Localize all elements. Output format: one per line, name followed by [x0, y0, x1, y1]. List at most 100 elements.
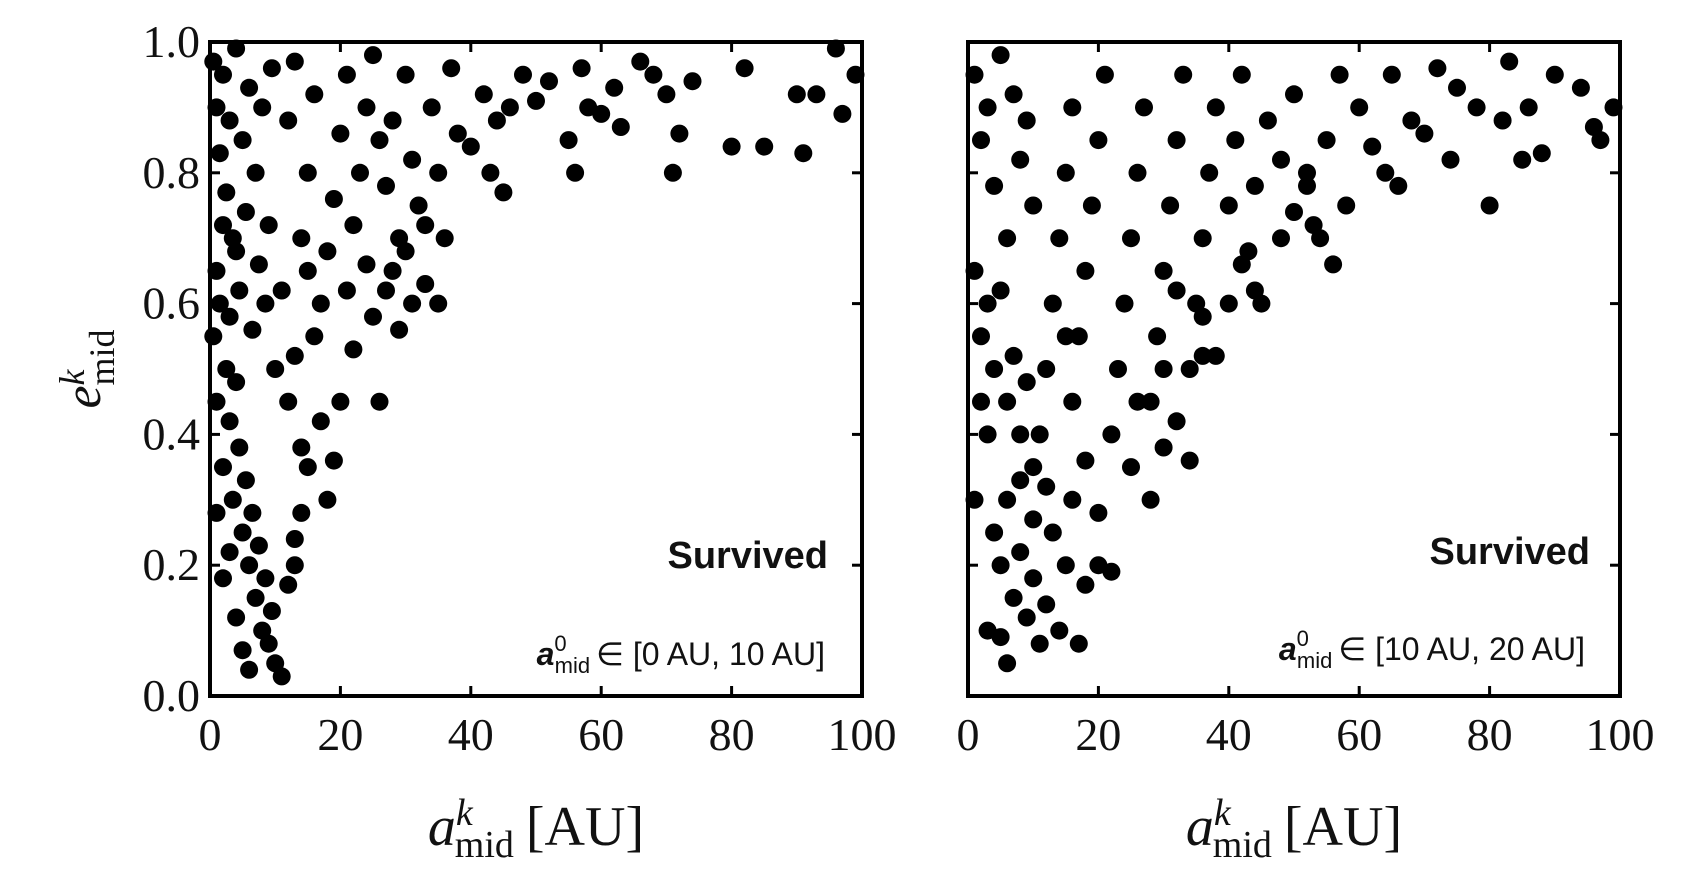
data-point: [240, 660, 259, 679]
data-point: [285, 346, 304, 365]
data-point: [1415, 124, 1434, 143]
data-point: [1135, 98, 1153, 117]
data-point: [262, 59, 281, 78]
data-point: [1011, 543, 1030, 562]
data-point: [1122, 458, 1140, 477]
data-point: [1148, 327, 1167, 346]
data-point: [214, 458, 232, 477]
data-point: [370, 392, 389, 411]
data-point: [1024, 510, 1043, 529]
data-point: [735, 59, 754, 78]
data-point: [605, 78, 624, 97]
data-point: [540, 72, 558, 91]
panel-right-xticks: 0 20 40 60 80 100: [957, 42, 1655, 760]
data-point: [972, 131, 990, 150]
data-point: [285, 530, 304, 548]
data-point: [227, 608, 246, 627]
data-point: [331, 392, 350, 411]
data-point: [1128, 163, 1147, 182]
y-tick-label: 0.8: [143, 147, 201, 198]
data-point: [592, 104, 611, 123]
y-tick-label: 1.0: [143, 16, 201, 67]
panel-left: 0 20 40 60 80 100 0.0 0.2 0.4 0.6 0.8 1.0 ekmid ak…: [52, 16, 897, 866]
y-tick-label: 0.6: [143, 278, 201, 329]
data-point: [1532, 144, 1551, 163]
x-tick-label: 0: [199, 709, 222, 760]
panel-left-frame: [208, 40, 864, 698]
data-point: [1448, 78, 1466, 97]
data-point: [377, 176, 395, 195]
data-point: [1180, 451, 1199, 470]
data-point: [1285, 203, 1303, 221]
data-point: [357, 255, 376, 274]
panel-right-xlabel: ak mid [AU]: [1186, 792, 1402, 866]
data-point: [1089, 131, 1108, 150]
data-point: [985, 176, 1004, 195]
x-tick-label: 20: [1075, 709, 1121, 760]
data-point: [998, 229, 1017, 248]
data-point: [998, 654, 1017, 673]
data-point: [1441, 150, 1460, 169]
data-point: [396, 65, 415, 84]
panel-left-status-label: Survived: [667, 535, 828, 577]
data-point: [1056, 556, 1075, 575]
data-point: [230, 281, 249, 300]
data-point: [318, 242, 337, 261]
data-point: [256, 569, 275, 588]
data-point: [1376, 163, 1395, 182]
data-point: [1311, 229, 1330, 248]
data-point: [1056, 327, 1075, 346]
data-point: [383, 261, 402, 280]
data-point: [807, 85, 826, 104]
data-point: [991, 281, 1010, 300]
data-point: [227, 373, 246, 392]
data-point: [416, 216, 435, 235]
data-point: [1219, 196, 1238, 215]
data-point: [998, 392, 1017, 411]
data-point: [1076, 261, 1095, 280]
x-tick-label: 80: [1467, 709, 1513, 760]
data-point: [214, 216, 232, 235]
data-point: [1115, 294, 1134, 313]
data-point: [1258, 111, 1277, 130]
data-point: [204, 327, 223, 346]
data-point: [305, 327, 324, 346]
data-point: [1011, 150, 1030, 169]
data-point: [657, 85, 676, 104]
data-point: [324, 190, 343, 208]
data-point: [1206, 98, 1225, 117]
data-point: [514, 65, 532, 84]
data-point: [429, 294, 448, 313]
data-point: [487, 111, 506, 130]
data-point: [1024, 196, 1043, 215]
data-point: [1193, 229, 1212, 248]
data-point: [972, 327, 990, 346]
data-point: [1245, 176, 1264, 195]
panel-right-range-label: a0 mid ∈ [10 AU, 20 AU]: [1279, 626, 1585, 673]
data-point: [1076, 451, 1095, 470]
data-point: [364, 307, 382, 326]
panel-right-ytick-marks: [968, 40, 1620, 698]
data-point: [390, 320, 409, 339]
data-point: [1350, 98, 1369, 117]
data-point: [1082, 196, 1101, 215]
data-point: [527, 91, 545, 110]
data-point: [1206, 346, 1225, 365]
data-point: [285, 556, 304, 575]
data-point: [670, 124, 689, 143]
data-point: [220, 307, 239, 326]
data-point: [611, 118, 630, 136]
data-point: [220, 543, 239, 562]
y-tick-label: 0.4: [143, 408, 201, 459]
data-point: [1069, 634, 1088, 653]
data-point: [318, 490, 337, 509]
data-point: [266, 360, 285, 378]
data-point: [572, 59, 591, 78]
data-point: [1317, 131, 1336, 150]
data-point: [1330, 65, 1349, 84]
data-point: [1363, 137, 1382, 156]
data-point: [1109, 360, 1127, 378]
data-point: [1063, 98, 1082, 117]
panel-right-status-label: Survived: [1429, 531, 1590, 573]
x-tick-label: 20: [317, 709, 363, 760]
